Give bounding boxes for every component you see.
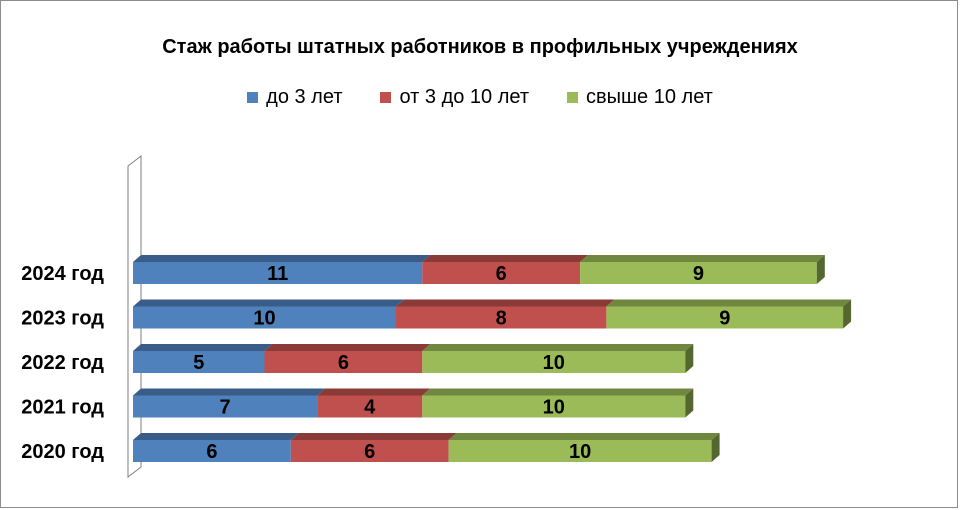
bar-top-face [133, 388, 326, 396]
bar-top-face [448, 433, 720, 440]
chart-legend: до 3 лет от 3 до 10 лет свыше 10 лет [0, 86, 960, 109]
data-label: 8 [496, 308, 507, 330]
legend-swatch-series-3 [567, 92, 579, 103]
legend-swatch-series-1 [247, 92, 259, 103]
data-label: 9 [693, 263, 704, 285]
data-label: 5 [193, 352, 204, 374]
legend-item-series-2: от 3 до 10 лет [380, 86, 529, 109]
bar-side-face [711, 433, 720, 462]
legend-swatch-series-2 [380, 92, 392, 103]
bar-segment [133, 440, 291, 462]
data-label: 10 [569, 441, 591, 463]
legend-item-series-1: до 3 лет [247, 86, 342, 109]
bar-top-face [606, 299, 852, 307]
bar-segment [606, 306, 844, 329]
bar-top-face [133, 255, 431, 262]
chart-title: Стаж работы штатных работников в профиль… [162, 36, 798, 58]
bar-segment [422, 395, 686, 418]
category-label: 2020 год [21, 441, 104, 463]
bar-top-face [422, 255, 589, 262]
data-label: 6 [206, 441, 217, 463]
bar-top-face [133, 299, 404, 307]
data-label: 6 [338, 352, 349, 374]
bar-segment [133, 306, 396, 329]
data-label: 4 [364, 397, 376, 419]
category-label: 2024 год [21, 263, 104, 285]
bar-side-face [685, 388, 694, 418]
data-label: 10 [253, 308, 275, 330]
legend-item-series-3: свыше 10 лет [567, 86, 713, 109]
category-label: 2023 год [21, 308, 104, 330]
bar-top-face [396, 299, 615, 307]
legend-label-series-1: до 3 лет [266, 86, 343, 108]
legend-label-series-3: свыше 10 лет [586, 86, 713, 108]
bar-top-face [317, 388, 431, 396]
data-label: 6 [496, 263, 507, 285]
bar-segment [317, 395, 423, 418]
bar-top-face [264, 344, 431, 351]
bar-segment [290, 440, 449, 462]
bar-top-face [290, 433, 457, 440]
bar-segment [580, 262, 817, 284]
bar-segment [133, 262, 423, 284]
bar-top-face [133, 433, 299, 440]
bar-side-face [685, 344, 694, 373]
bar-segment [133, 351, 265, 373]
bar-top-face [580, 255, 825, 262]
bar-segment [422, 262, 581, 284]
data-label: 11 [267, 263, 288, 285]
legend-label-series-2: от 3 до 10 лет [399, 86, 530, 108]
bar-side-face [843, 299, 852, 329]
category-label: 2022 год [21, 352, 104, 374]
bar-segment [264, 351, 423, 373]
bar-segment [422, 351, 686, 373]
bar-segment [448, 440, 712, 462]
bar-segment [133, 395, 318, 418]
bar-top-face [422, 388, 694, 396]
bar-top-face [422, 344, 694, 351]
bar-top-face [133, 344, 273, 351]
data-label: 9 [719, 308, 730, 330]
data-label: 7 [219, 397, 230, 419]
bar-segment [396, 306, 607, 329]
data-label: 6 [364, 441, 375, 463]
category-label: 2021 год [21, 397, 104, 419]
bar-side-face [816, 255, 825, 284]
data-label: 10 [543, 397, 565, 419]
data-label: 10 [543, 352, 565, 374]
